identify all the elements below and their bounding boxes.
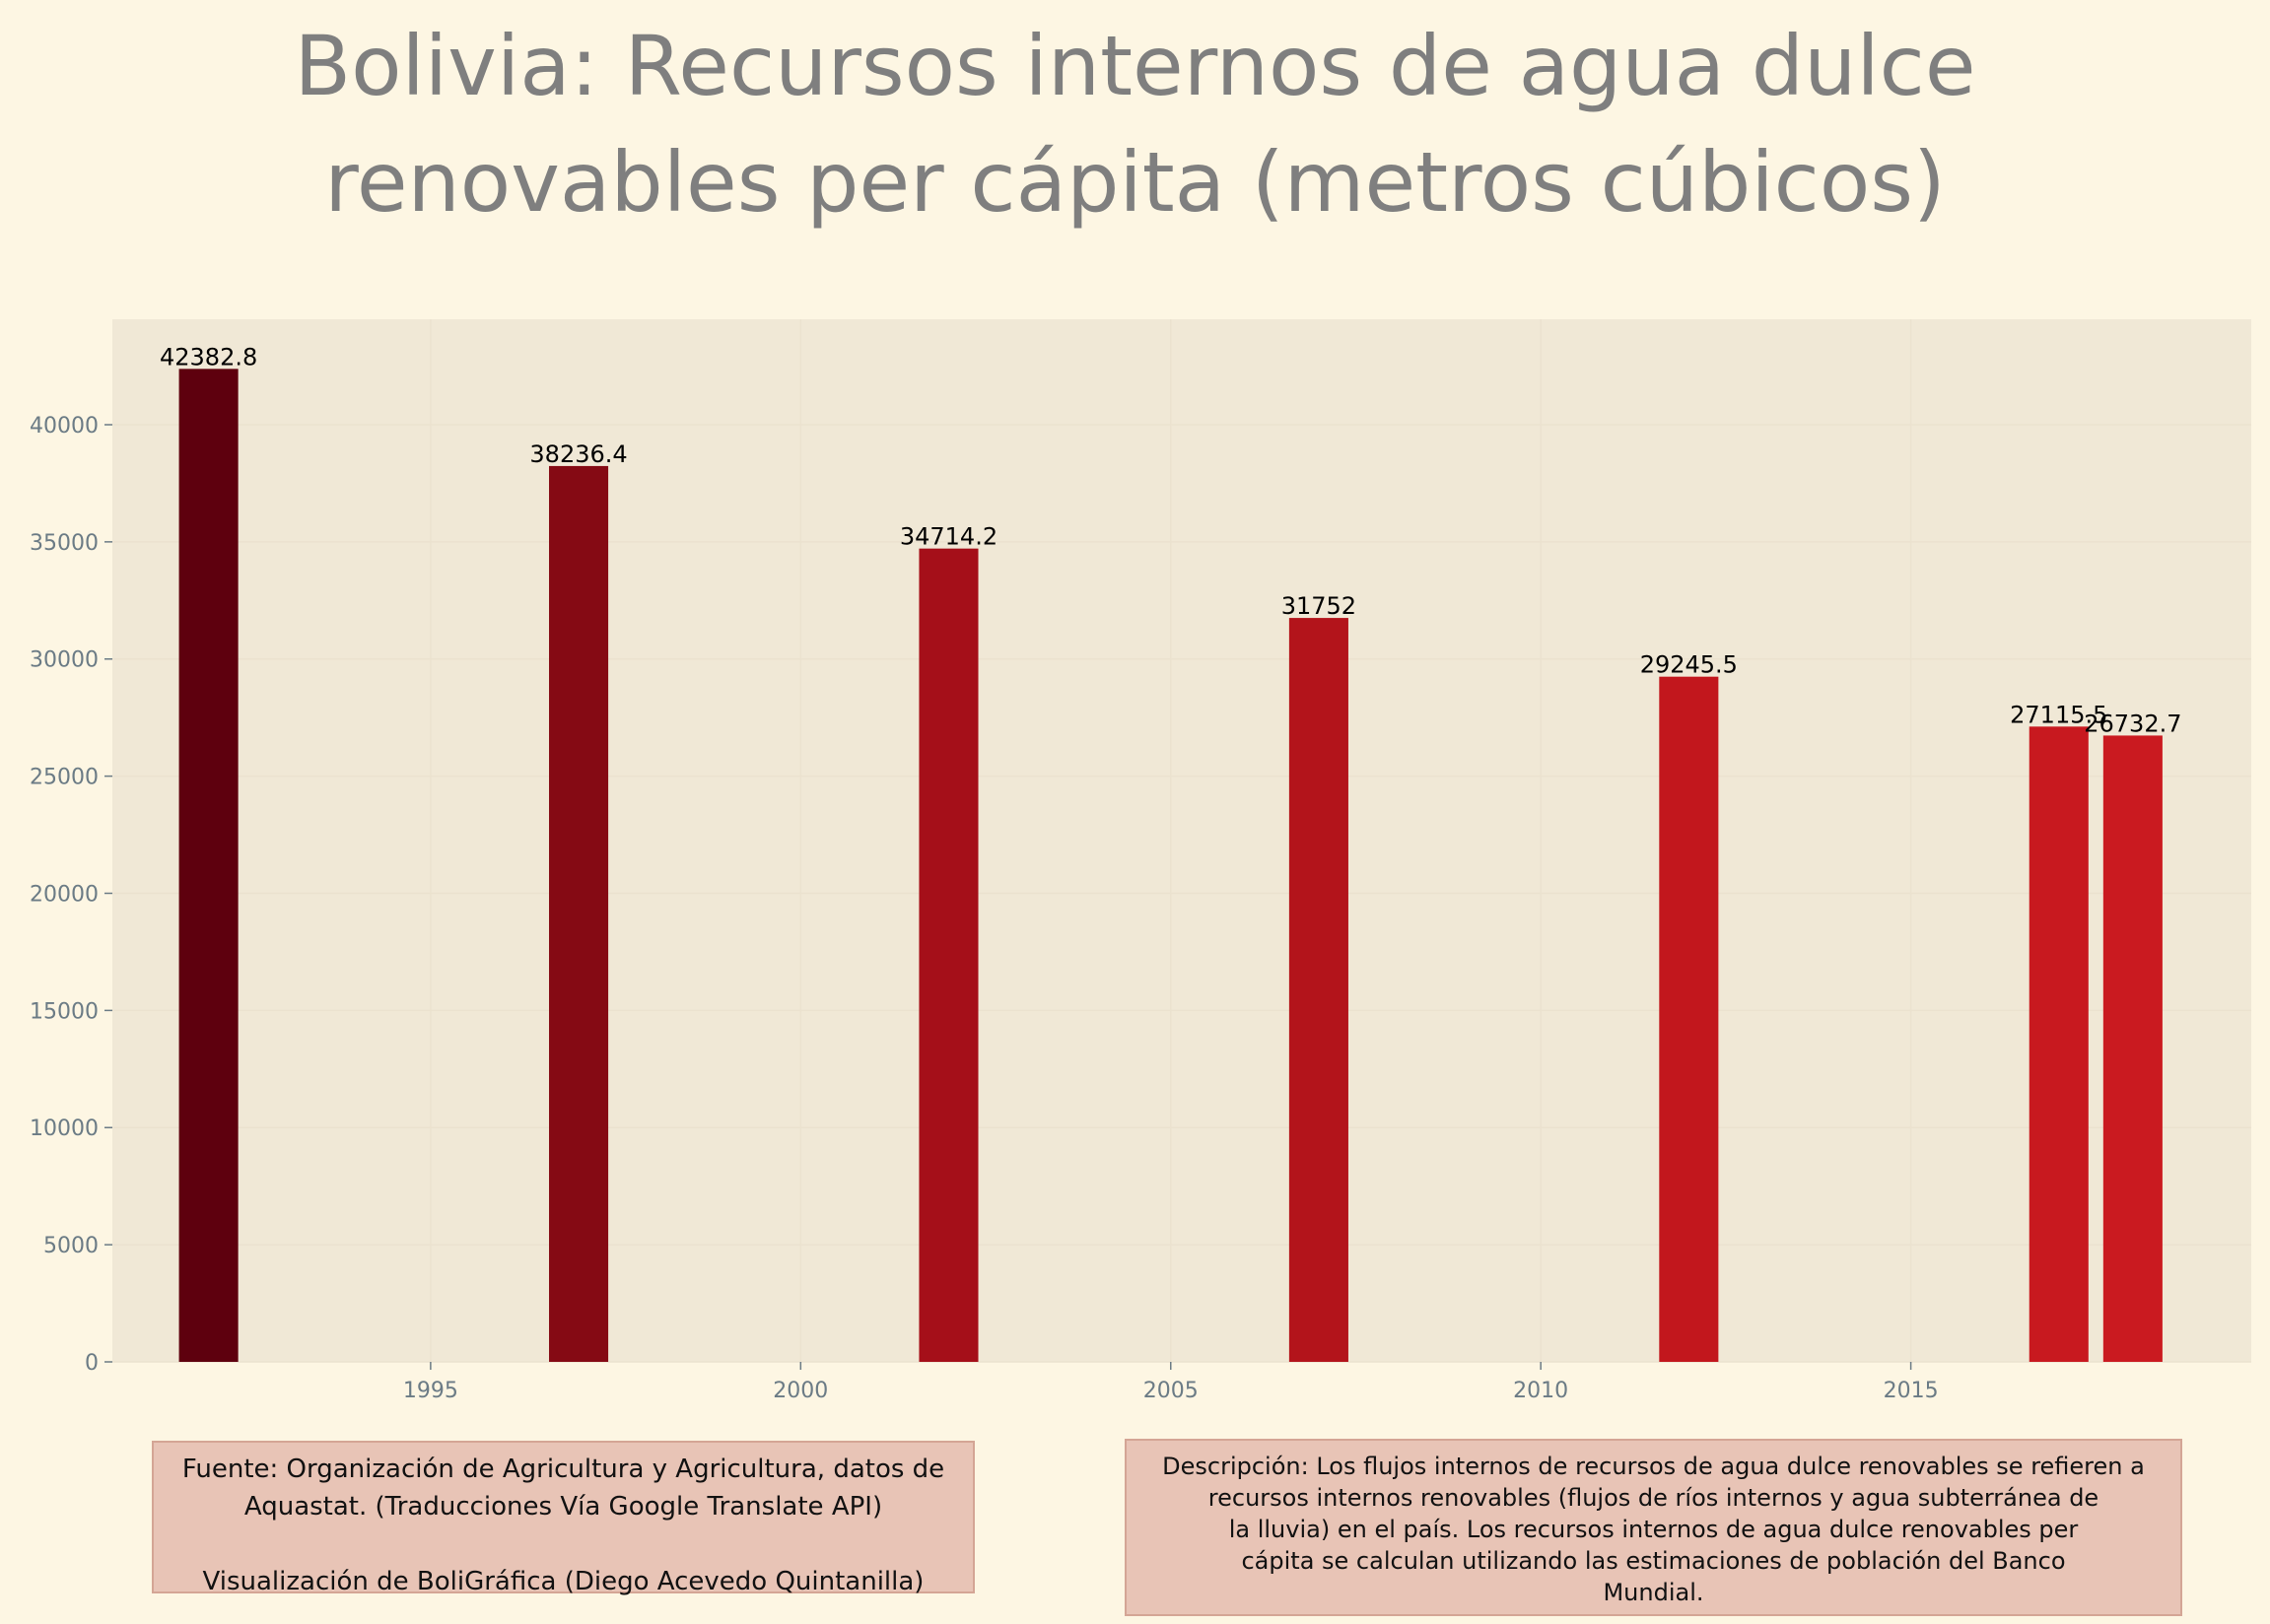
chart-title-line-1: Bolivia: Recursos internos de agua dulce (294, 18, 1976, 114)
source-line-2: Aquastat. (Traducciones Vía Google Trans… (243, 1492, 883, 1522)
description-line-3: la lluvia) en el país. Los recursos inte… (1228, 1516, 2079, 1543)
bar-label-2018: 26732.7 (2084, 710, 2181, 737)
description-line-5: Mundial. (1603, 1579, 1704, 1606)
bar-2018 (2102, 735, 2163, 1362)
description-line-2: recursos internos renovables (flujos de … (1207, 1484, 2099, 1512)
x-axis-ticks: 1995 2000 2005 2010 2015 (403, 1362, 1939, 1403)
y-axis-ticks: 0 5000 10000 15000 20000 25000 30000 35000 40000 (30, 414, 112, 1376)
bars (178, 369, 2163, 1363)
bar-label-2002: 34714.2 (900, 523, 997, 551)
bar-label-1992: 42382.8 (160, 343, 257, 371)
y-tick-label: 10000 (30, 1116, 99, 1141)
description-line-1: Descripción: Los flujos internos de recu… (1162, 1453, 2145, 1480)
bar-label-2017: 27115.5 (2010, 701, 2107, 728)
x-tick-label: 2010 (1513, 1379, 1568, 1403)
y-tick-label: 5000 (43, 1234, 99, 1258)
x-tick-label: 1995 (403, 1379, 458, 1403)
visualization-credit: Visualización de BoliGráfica (Diego Acev… (202, 1567, 925, 1596)
bar-1997 (549, 465, 609, 1363)
y-tick-label: 30000 (30, 648, 99, 673)
bar-2017 (2029, 726, 2089, 1362)
x-tick-label: 2000 (773, 1379, 828, 1403)
y-tick-label: 15000 (30, 999, 99, 1024)
chart-title-line-2: renovables per cápita (metros cúbicos) (324, 134, 1946, 231)
bar-2007 (1288, 618, 1348, 1362)
x-tick-label: 2005 (1143, 1379, 1199, 1403)
grid-lines (112, 319, 2251, 1363)
description-box: Descripción: Los flujos internos de recu… (1125, 1439, 2182, 1616)
bar-label-2007: 31752 (1281, 592, 1356, 620)
chart-title: Bolivia: Recursos internos de agua dulce… (0, 8, 2270, 240)
y-tick-label: 25000 (30, 766, 99, 790)
bar-value-labels: 42382.8 38236.4 34714.2 31752 29245.5 27115.5… (160, 343, 2181, 737)
bar-chart: 42382.8 38236.4 34714.2 31752 29245.5 27115.5… (30, 319, 2251, 1403)
x-tick-label: 2015 (1884, 1379, 1939, 1403)
plot-area (112, 319, 2251, 1362)
description-line-4: cápita se calculan utilizando las estima… (1241, 1547, 2066, 1575)
bar-label-1997: 38236.4 (529, 440, 627, 468)
source-box: Fuente: Organización de Agricultura y Ag… (152, 1441, 975, 1596)
bar-1992 (178, 369, 239, 1362)
y-tick-label: 20000 (30, 882, 99, 907)
bar-2012 (1659, 676, 1719, 1362)
y-tick-label: 0 (85, 1351, 99, 1376)
bar-2002 (919, 548, 979, 1362)
bar-label-2012: 29245.5 (1640, 651, 1738, 679)
y-tick-label: 40000 (30, 414, 99, 439)
source-line-1: Fuente: Organización de Agricultura y Ag… (181, 1455, 945, 1484)
y-tick-label: 35000 (30, 531, 99, 556)
